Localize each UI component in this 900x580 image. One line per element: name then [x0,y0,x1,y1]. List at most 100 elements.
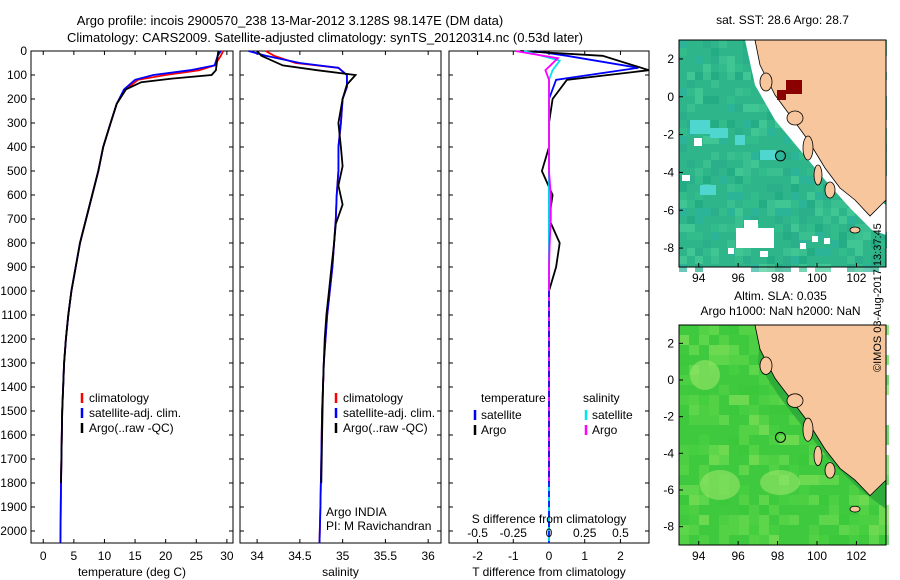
map-frame [678,324,887,546]
map-cell [879,535,889,545]
y-tick-label: 1400 [0,380,27,394]
x-tick-label: -1 [508,549,519,563]
map-cell [823,216,831,224]
map-cell [739,515,749,525]
map-cell [739,445,749,455]
map-cell [819,455,829,465]
map-cell [729,435,739,445]
map-cell [749,405,759,415]
map-cell [679,455,689,465]
map-cell [744,220,758,230]
map-cell [751,208,759,216]
map-cell [743,200,751,208]
map-cell [767,256,775,264]
map-cell [869,515,879,525]
y-tick-label: 1700 [0,452,27,466]
map-cell [679,128,687,136]
map-cell [783,152,791,160]
map-cell [735,176,743,184]
plot-frame [239,50,442,544]
map-cell [739,505,749,515]
map-cell [735,248,743,256]
map-cell [727,152,735,160]
y-tick-label: 100 [7,68,27,82]
map-cell [719,525,729,535]
map-cell [839,515,849,525]
map-cell [679,465,689,475]
map-cell [679,184,687,192]
map-cell [823,208,831,216]
map-cell [739,405,749,415]
map-cell [815,264,823,272]
warm-patch [786,80,802,94]
map-cell [719,355,729,365]
map-cell [767,200,775,208]
map-cell [709,415,719,425]
map-cell [743,48,751,56]
map-cell [727,56,735,64]
map-cell [687,216,695,224]
map-cell [831,240,839,248]
map-cell [679,112,687,120]
map-cell [829,505,839,515]
map-cell [759,415,769,425]
map-cell [775,192,783,200]
y-tick-label: 700 [7,212,27,226]
map-cell [739,325,749,335]
x2-tick-label: 0.5 [612,526,629,540]
y-tick-label: 500 [7,164,27,178]
map-cell [831,208,839,216]
map-cell [687,80,695,88]
map-cell [719,208,727,216]
map-cell [695,232,703,240]
map-cell [711,256,719,264]
map-cell [819,515,829,525]
map-cell [799,256,807,264]
map-cell [769,425,779,435]
map-cell [749,445,759,455]
annotation-text: Argo INDIA [326,505,387,519]
map-cell [819,535,829,545]
x-tick-label: 20 [159,549,173,563]
map-cell [689,515,699,525]
map-cell [760,150,776,160]
map-cell [743,104,751,112]
map-cell [689,485,699,495]
y-tick-label: 1000 [0,284,27,298]
map-title: Argo h1000: NaN h2000: NaN [700,304,860,318]
map-cell [735,192,743,200]
map-cell [847,240,855,248]
x2-tick-label: 0 [546,526,553,540]
y-tick-label: 800 [7,236,27,250]
map-cell [739,495,749,505]
map-cell [719,56,727,64]
map-cell [751,128,759,136]
map-cell [711,208,719,216]
map-cell [689,405,699,415]
y-tick-label: 2 [667,52,674,66]
map-cell [700,185,716,195]
map-cell [679,495,689,505]
map-cell [709,455,719,465]
map-cell [749,535,759,545]
map-cell [719,455,729,465]
map-cell [699,465,709,475]
map-cell [789,515,799,525]
map-cell [703,248,711,256]
map-cell [775,200,783,208]
y-tick-label: -2 [663,128,674,142]
map-cell [819,495,829,505]
map-cell [689,345,699,355]
map-cell [689,495,699,505]
map-cell [849,485,859,495]
map-cell [807,208,815,216]
map-cell [711,136,719,144]
map-cell [749,335,759,345]
map-cell [719,224,727,232]
y-tick-label: -2 [663,410,674,424]
map-cell [863,232,871,240]
map-cell [759,120,767,128]
map-cell [759,200,767,208]
map-cell [711,248,719,256]
map-cell [679,485,689,495]
